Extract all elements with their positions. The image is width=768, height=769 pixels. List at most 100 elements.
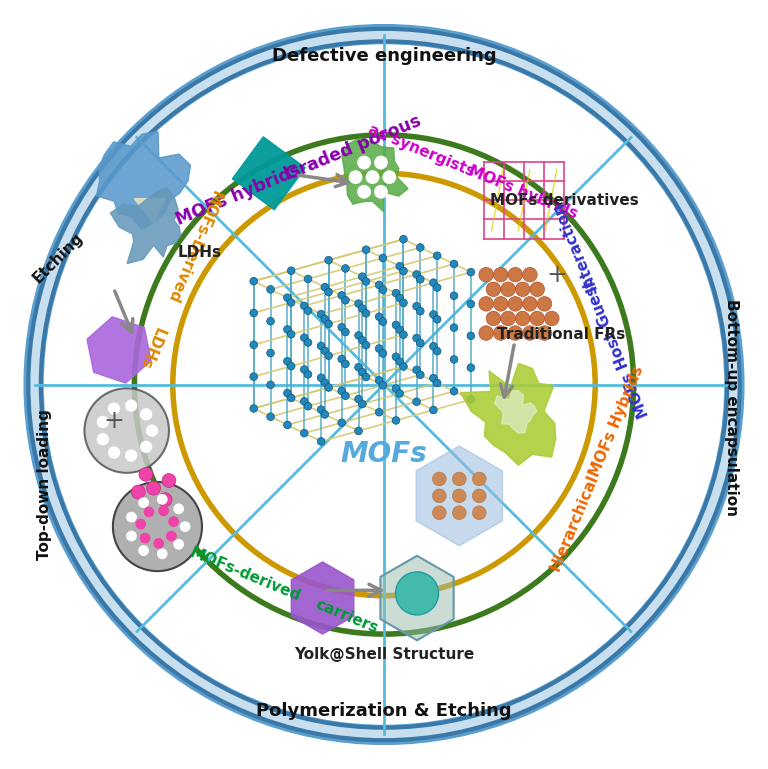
Text: LDHs: LDHs bbox=[136, 325, 167, 371]
Circle shape bbox=[300, 334, 308, 341]
Circle shape bbox=[412, 302, 420, 310]
Circle shape bbox=[357, 155, 371, 169]
Circle shape bbox=[522, 268, 538, 282]
Circle shape bbox=[493, 326, 508, 341]
Circle shape bbox=[304, 275, 312, 283]
Circle shape bbox=[342, 328, 349, 336]
Circle shape bbox=[486, 311, 501, 326]
Circle shape bbox=[146, 424, 158, 437]
Circle shape bbox=[97, 433, 109, 445]
Circle shape bbox=[325, 352, 333, 360]
Circle shape bbox=[355, 427, 362, 434]
Circle shape bbox=[321, 347, 329, 355]
Circle shape bbox=[317, 406, 325, 414]
Circle shape bbox=[325, 288, 333, 296]
Circle shape bbox=[467, 364, 475, 371]
Circle shape bbox=[467, 300, 475, 308]
Text: MOFs-Derived: MOFs-Derived bbox=[164, 188, 223, 305]
Circle shape bbox=[125, 399, 137, 411]
Circle shape bbox=[250, 373, 257, 381]
Circle shape bbox=[304, 402, 312, 410]
Text: as synergists: as synergists bbox=[366, 122, 477, 179]
Circle shape bbox=[362, 373, 370, 381]
Circle shape bbox=[379, 318, 387, 325]
Circle shape bbox=[508, 268, 522, 282]
Circle shape bbox=[433, 379, 441, 387]
Circle shape bbox=[416, 308, 424, 315]
Circle shape bbox=[429, 375, 437, 382]
Circle shape bbox=[250, 404, 257, 412]
Text: Top-down loading: Top-down loading bbox=[37, 409, 52, 560]
Circle shape bbox=[412, 398, 420, 405]
Circle shape bbox=[342, 360, 349, 368]
Circle shape bbox=[452, 472, 466, 486]
Circle shape bbox=[508, 326, 522, 341]
Text: MOFs derivatives: MOFs derivatives bbox=[490, 193, 639, 208]
Circle shape bbox=[338, 291, 346, 299]
Text: Graded porous: Graded porous bbox=[283, 112, 424, 184]
Circle shape bbox=[537, 326, 551, 341]
Circle shape bbox=[349, 170, 362, 184]
Circle shape bbox=[429, 311, 437, 318]
Circle shape bbox=[325, 256, 333, 264]
Circle shape bbox=[472, 506, 486, 520]
Circle shape bbox=[399, 299, 407, 307]
Circle shape bbox=[113, 482, 202, 571]
Circle shape bbox=[321, 283, 329, 291]
Circle shape bbox=[139, 468, 153, 481]
Circle shape bbox=[325, 320, 333, 328]
Circle shape bbox=[207, 208, 561, 561]
Circle shape bbox=[157, 548, 167, 559]
Circle shape bbox=[429, 406, 437, 414]
Text: MOFs hybrids: MOFs hybrids bbox=[173, 161, 303, 229]
Circle shape bbox=[144, 507, 154, 518]
Circle shape bbox=[486, 282, 501, 297]
Circle shape bbox=[355, 331, 362, 339]
Circle shape bbox=[317, 438, 325, 445]
Circle shape bbox=[135, 519, 146, 529]
Circle shape bbox=[396, 262, 403, 270]
Circle shape bbox=[283, 358, 291, 365]
Circle shape bbox=[97, 416, 109, 428]
Circle shape bbox=[266, 413, 274, 421]
Circle shape bbox=[376, 345, 383, 352]
Circle shape bbox=[452, 506, 466, 520]
Circle shape bbox=[157, 494, 167, 504]
Circle shape bbox=[376, 377, 383, 384]
Circle shape bbox=[266, 349, 274, 357]
Circle shape bbox=[399, 331, 407, 338]
Circle shape bbox=[399, 363, 407, 371]
Polygon shape bbox=[111, 188, 180, 264]
Circle shape bbox=[396, 326, 403, 334]
Circle shape bbox=[304, 371, 312, 378]
Circle shape bbox=[433, 348, 441, 355]
Circle shape bbox=[359, 305, 366, 312]
Circle shape bbox=[357, 185, 371, 198]
Circle shape bbox=[396, 295, 403, 302]
Text: MOFs Host-Guest: MOFs Host-Guest bbox=[581, 276, 652, 419]
Circle shape bbox=[399, 267, 407, 275]
Circle shape bbox=[108, 402, 121, 414]
Circle shape bbox=[508, 297, 522, 311]
Circle shape bbox=[180, 521, 190, 532]
Circle shape bbox=[472, 472, 486, 486]
Circle shape bbox=[416, 275, 424, 283]
Circle shape bbox=[287, 331, 295, 338]
Circle shape bbox=[366, 170, 379, 184]
Circle shape bbox=[379, 350, 387, 358]
Circle shape bbox=[126, 511, 137, 522]
Text: Interaction: Interaction bbox=[549, 199, 600, 293]
Circle shape bbox=[545, 311, 559, 326]
Circle shape bbox=[450, 324, 458, 331]
Circle shape bbox=[283, 294, 291, 301]
Circle shape bbox=[432, 506, 446, 520]
Circle shape bbox=[342, 296, 349, 304]
Circle shape bbox=[374, 185, 388, 198]
Circle shape bbox=[283, 421, 291, 429]
Circle shape bbox=[522, 297, 538, 311]
Circle shape bbox=[362, 278, 370, 285]
Circle shape bbox=[283, 389, 291, 397]
Circle shape bbox=[362, 310, 370, 317]
Circle shape bbox=[379, 254, 387, 261]
Circle shape bbox=[359, 273, 366, 281]
